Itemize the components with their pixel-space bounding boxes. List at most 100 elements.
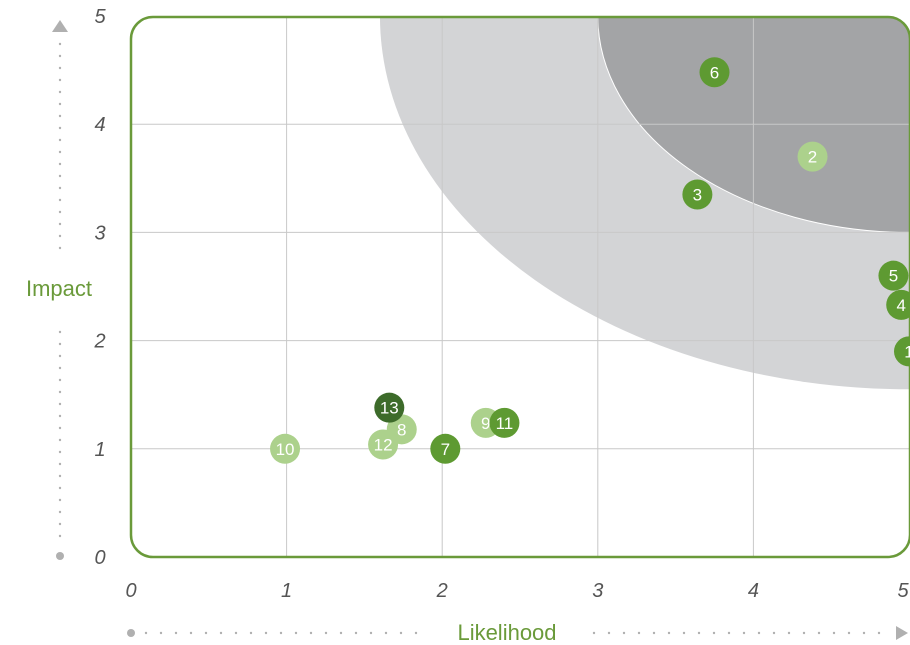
y-axis-dot bbox=[58, 510, 62, 514]
data-point-label: 2 bbox=[808, 148, 817, 167]
x-axis-ticks: 0 1 2 3 4 5 bbox=[125, 580, 909, 602]
y-axis-dot bbox=[58, 330, 62, 334]
x-axis-dot bbox=[847, 631, 851, 635]
y-axis-dot bbox=[58, 474, 62, 478]
y-tick-label: 4 bbox=[94, 114, 105, 136]
x-axis-dot bbox=[787, 631, 791, 635]
y-axis-dot bbox=[58, 534, 62, 538]
y-axis-dot bbox=[58, 354, 62, 358]
x-axis-dot bbox=[369, 631, 373, 635]
data-point-marker bbox=[682, 179, 713, 210]
data-point-label: 4 bbox=[896, 296, 905, 315]
data-point-label: 3 bbox=[693, 186, 702, 205]
y-axis-dot bbox=[58, 402, 62, 406]
data-point-marker bbox=[368, 429, 399, 460]
y-axis-title: Impact bbox=[26, 276, 92, 301]
x-axis-origin-dot bbox=[127, 629, 135, 637]
y-axis-dot bbox=[58, 90, 62, 94]
data-point-10: 10 bbox=[270, 433, 301, 464]
y-axis-dot bbox=[58, 162, 62, 166]
data-point-7: 7 bbox=[430, 433, 461, 464]
x-axis-dot bbox=[279, 631, 283, 635]
data-point-marker bbox=[894, 336, 910, 367]
y-axis-dot bbox=[58, 138, 62, 142]
x-axis-dot bbox=[234, 631, 238, 635]
data-point-label: 7 bbox=[441, 440, 450, 459]
data-point-12: 12 bbox=[368, 429, 399, 460]
grid-lines bbox=[131, 16, 909, 557]
y-tick-label: 2 bbox=[93, 331, 105, 353]
data-point-11: 11 bbox=[489, 407, 520, 438]
y-axis-dot bbox=[58, 414, 62, 418]
y-axis-dot bbox=[58, 114, 62, 118]
x-axis-dot bbox=[682, 631, 686, 635]
x-axis-dot bbox=[757, 631, 761, 635]
y-axis-dot bbox=[58, 498, 62, 502]
data-point-3: 3 bbox=[682, 179, 713, 210]
y-axis-arrow bbox=[52, 20, 68, 560]
y-axis-dot bbox=[58, 246, 62, 250]
x-axis-dot bbox=[622, 631, 626, 635]
data-point-marker bbox=[489, 407, 520, 438]
data-point-5: 5 bbox=[878, 260, 909, 291]
y-axis-dot bbox=[58, 378, 62, 382]
x-axis-dot bbox=[637, 631, 641, 635]
data-point-marker bbox=[374, 392, 405, 423]
zone-medium-risk bbox=[379, 17, 910, 390]
x-tick-label: 2 bbox=[436, 580, 448, 602]
x-axis-dot bbox=[204, 631, 208, 635]
x-axis-title: Likelihood bbox=[457, 620, 556, 645]
y-axis-dot bbox=[58, 342, 62, 346]
x-axis-dot bbox=[652, 631, 656, 635]
y-axis-dot bbox=[58, 78, 62, 82]
y-axis-dot bbox=[58, 198, 62, 202]
y-axis-dot bbox=[58, 522, 62, 526]
y-tick-label: 5 bbox=[94, 6, 106, 28]
y-axis-dot bbox=[58, 54, 62, 58]
x-axis-arrow bbox=[127, 626, 908, 640]
data-point-marker bbox=[878, 260, 909, 291]
data-point-label: 11 bbox=[496, 414, 514, 433]
x-axis-dot bbox=[354, 631, 358, 635]
x-axis-dot bbox=[832, 631, 836, 635]
y-axis-dot bbox=[58, 222, 62, 226]
x-axis-dot bbox=[384, 631, 388, 635]
x-axis-dot bbox=[219, 631, 223, 635]
y-axis-dot bbox=[58, 42, 62, 46]
y-axis-dot bbox=[58, 210, 62, 214]
x-axis-dot bbox=[712, 631, 716, 635]
x-axis-dot bbox=[189, 631, 193, 635]
data-point-label: 5 bbox=[889, 267, 898, 286]
x-axis-dot bbox=[742, 631, 746, 635]
y-axis-dot bbox=[58, 426, 62, 430]
y-axis-dot bbox=[58, 462, 62, 466]
x-axis-dot bbox=[817, 631, 821, 635]
y-axis-dot bbox=[58, 438, 62, 442]
y-tick-label: 1 bbox=[94, 439, 105, 461]
x-axis-dot bbox=[414, 631, 418, 635]
data-point-13: 13 bbox=[374, 392, 405, 423]
y-axis-dot bbox=[58, 234, 62, 238]
x-axis-dot bbox=[697, 631, 701, 635]
x-axis-arrowhead bbox=[896, 626, 908, 640]
y-axis-dot bbox=[58, 126, 62, 130]
data-point-label: 1 bbox=[904, 342, 910, 361]
x-axis-dot bbox=[339, 631, 343, 635]
x-axis-dot bbox=[249, 631, 253, 635]
data-point-label: 9 bbox=[481, 414, 490, 433]
y-axis-arrowhead bbox=[52, 20, 68, 32]
y-axis-dot bbox=[58, 66, 62, 70]
data-point-label: 8 bbox=[397, 420, 406, 439]
plot-frame bbox=[129, 15, 910, 559]
x-axis-dot bbox=[174, 631, 178, 635]
y-axis-dot bbox=[58, 186, 62, 190]
y-axis-ticks: 0 1 2 3 4 5 bbox=[93, 6, 106, 569]
x-axis-dot bbox=[264, 631, 268, 635]
data-point-marker bbox=[699, 57, 730, 88]
x-axis-dot bbox=[294, 631, 298, 635]
x-axis-dot bbox=[309, 631, 313, 635]
y-axis-dot bbox=[58, 366, 62, 370]
x-axis-dot bbox=[324, 631, 328, 635]
x-tick-label: 4 bbox=[748, 580, 759, 602]
